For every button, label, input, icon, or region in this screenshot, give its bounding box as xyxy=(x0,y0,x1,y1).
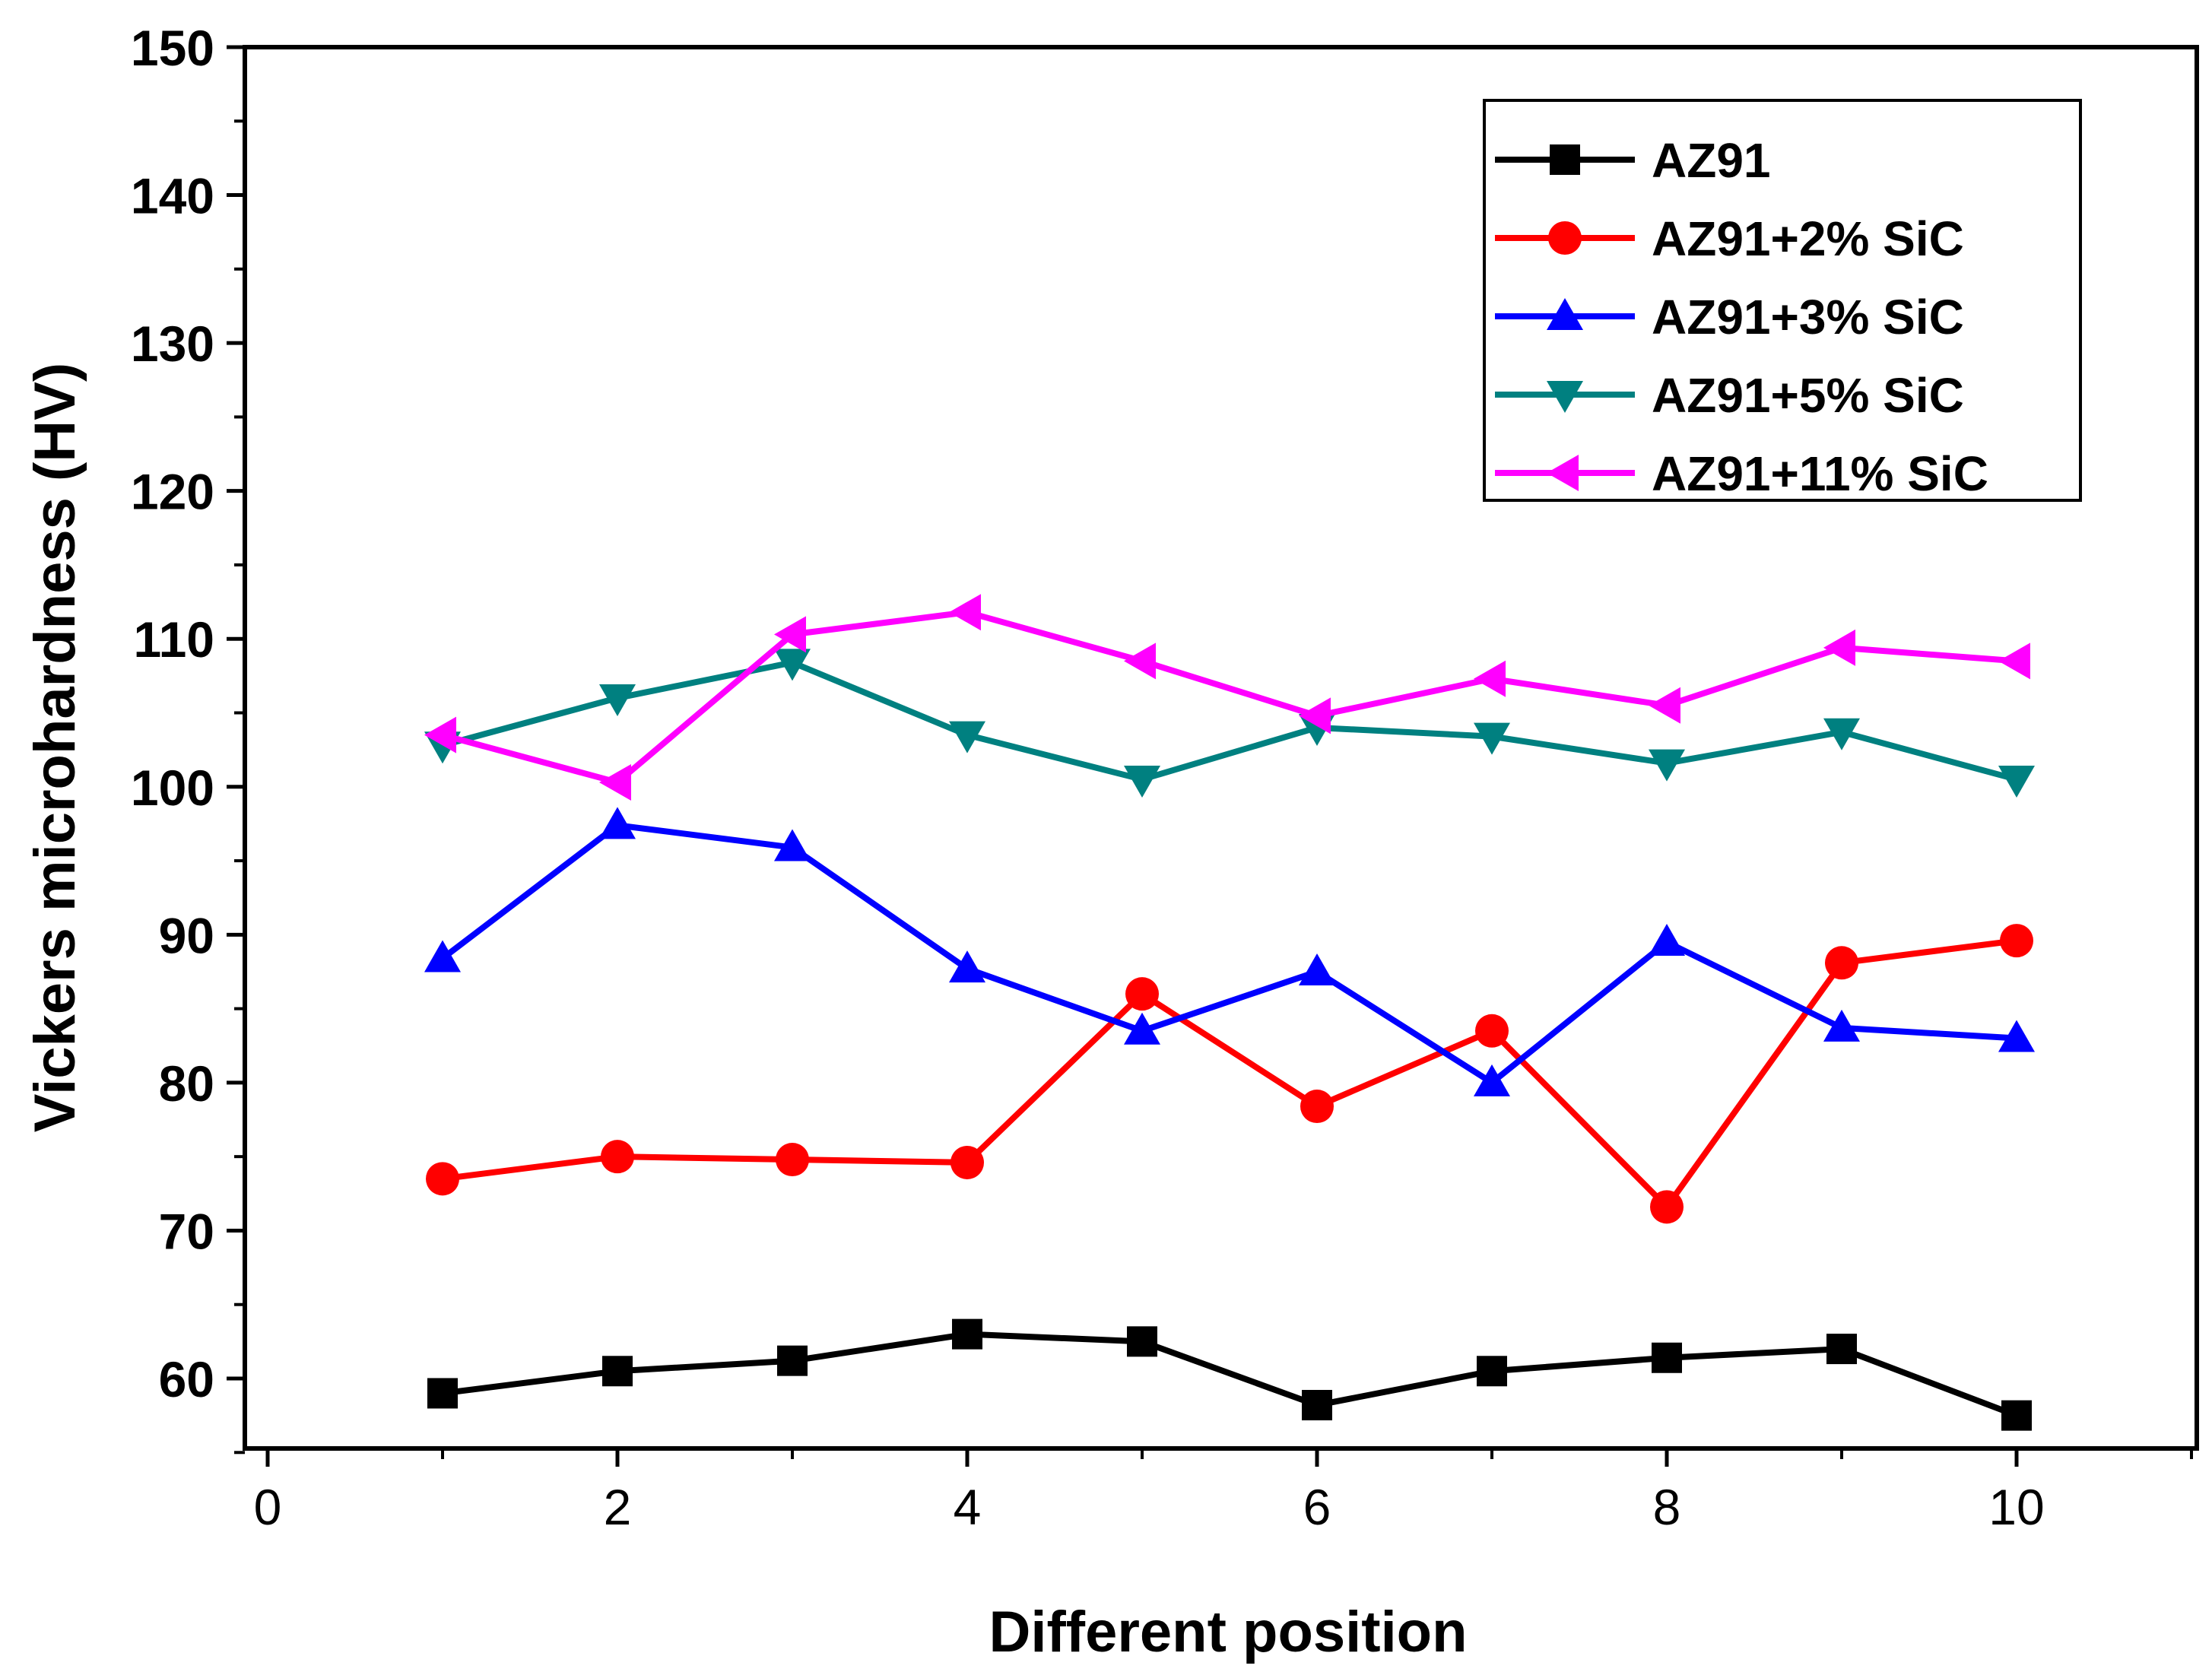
series-az91-11-sic xyxy=(424,594,2030,801)
data-point-az91 xyxy=(777,1345,808,1376)
data-point-az91 xyxy=(602,1356,633,1387)
data-point-az91-2-sic xyxy=(601,1140,634,1174)
y-tick-label: 60 xyxy=(159,1351,214,1407)
data-point-az91-3-sic xyxy=(1124,1012,1160,1045)
legend-item: AZ91+2% SiC xyxy=(1495,211,1964,266)
data-point-az91-5-sic xyxy=(774,649,811,681)
data-point-az91-5-sic xyxy=(949,721,985,754)
data-point-az91-5-sic xyxy=(599,684,636,717)
x-tick-label: 10 xyxy=(1988,1479,2044,1535)
data-point-az91-11-sic xyxy=(1474,660,1506,697)
y-tick-label: 130 xyxy=(131,316,214,372)
data-point-az91 xyxy=(1127,1326,1157,1357)
data-point-az91-2-sic xyxy=(1125,977,1159,1011)
series-az91-3-sic xyxy=(424,807,2035,1096)
data-point-az91-3-sic xyxy=(1998,1020,2035,1052)
data-point-az91 xyxy=(1477,1356,1507,1387)
x-tick-label: 2 xyxy=(604,1479,632,1535)
data-point-az91-3-sic xyxy=(424,940,461,972)
data-point-az91 xyxy=(427,1378,458,1409)
data-point-az91-11-sic xyxy=(599,763,631,801)
series-line-az91-3-sic xyxy=(440,822,2017,1086)
data-point-az91-11-sic xyxy=(424,716,456,754)
x-axis-label: Different position xyxy=(989,1600,1467,1664)
x-tick-label: 0 xyxy=(254,1479,282,1535)
data-point-az91-5-sic xyxy=(1649,749,1685,782)
legend-label: AZ91 xyxy=(1652,133,1771,188)
data-point-az91-3-sic xyxy=(599,807,636,839)
legend-marker xyxy=(1547,298,1583,330)
data-point-az91-2-sic xyxy=(1300,1090,1334,1124)
data-point-az91-2-sic xyxy=(1825,946,1858,980)
data-point-az91-3-sic xyxy=(949,950,985,983)
x-tick-label: 8 xyxy=(1653,1479,1681,1535)
data-point-az91-11-sic xyxy=(1649,687,1680,724)
legend-marker xyxy=(1550,144,1580,175)
legend-label: AZ91+5% SiC xyxy=(1652,368,1964,423)
legend-item: AZ91+3% SiC xyxy=(1495,290,1964,344)
data-point-az91 xyxy=(952,1318,982,1350)
series-layer xyxy=(424,594,2035,1431)
series-az91-2-sic xyxy=(426,924,2033,1224)
data-point-az91-2-sic xyxy=(1475,1014,1509,1048)
legend: AZ91 AZ91+2% SiC AZ91+3% SiC AZ91+5% SiC AZ9… xyxy=(1483,99,2082,502)
data-point-az91-11-sic xyxy=(1823,629,1855,666)
y-tick-label: 140 xyxy=(131,168,214,224)
data-point-az91-11-sic xyxy=(1124,642,1156,680)
series-line-az91-11-sic xyxy=(441,609,2017,785)
y-tick-label: 150 xyxy=(131,20,214,76)
data-point-az91-5-sic xyxy=(1998,766,2035,798)
series-line-az91 xyxy=(442,1331,2018,1419)
legend-label: AZ91+11% SiC xyxy=(1652,446,1988,501)
x-tick-label: 6 xyxy=(1303,1479,1331,1535)
data-point-az91 xyxy=(2001,1400,2032,1431)
y-tick-label: 120 xyxy=(131,464,214,520)
data-point-az91-2-sic xyxy=(2000,924,2033,958)
legend-box xyxy=(1483,99,2082,502)
legend-marker xyxy=(1547,455,1579,491)
data-point-az91-2-sic xyxy=(950,1145,984,1179)
legend-marker xyxy=(1548,221,1582,255)
data-point-az91-3-sic xyxy=(774,829,811,861)
data-point-az91-3-sic xyxy=(1823,1009,1860,1042)
y-tick-label: 90 xyxy=(159,907,214,963)
series-line-az91-2-sic xyxy=(442,938,2017,1210)
axes: 60 70 80 90 100 110 120 130 140 150 0 2 4 6 8 10 xyxy=(131,20,2193,1535)
data-point-az91-3-sic xyxy=(1474,1064,1510,1096)
data-point-az91-11-sic xyxy=(774,616,806,653)
data-point-az91-5-sic xyxy=(1823,718,1860,750)
series-line-az91-5-sic xyxy=(441,659,2018,783)
data-point-az91-3-sic xyxy=(1649,924,1685,957)
data-point-az91-2-sic xyxy=(426,1162,459,1196)
series-az91 xyxy=(427,1318,2032,1431)
data-point-az91-2-sic xyxy=(776,1143,809,1177)
legend-item: AZ91+11% SiC xyxy=(1495,446,1988,501)
data-point-az91-11-sic xyxy=(949,594,981,631)
data-point-az91-3-sic xyxy=(1299,953,1335,985)
legend-label: AZ91+3% SiC xyxy=(1652,290,1964,344)
y-tick-label: 100 xyxy=(131,760,214,816)
x-tick-label: 4 xyxy=(954,1479,982,1535)
data-point-az91-11-sic xyxy=(1299,697,1331,734)
data-point-az91-5-sic xyxy=(1124,766,1160,798)
data-point-az91-2-sic xyxy=(1650,1190,1684,1224)
y-tick-label: 70 xyxy=(159,1203,214,1259)
data-point-az91 xyxy=(1302,1390,1332,1421)
legend-item: AZ91 xyxy=(1495,133,1771,188)
y-axis-label: Vickers microhardness (HV) xyxy=(23,363,87,1132)
plot-frame xyxy=(243,45,2199,1451)
y-tick-label: 110 xyxy=(134,611,214,668)
y-tick-label: 80 xyxy=(159,1055,214,1112)
data-point-az91-11-sic xyxy=(1998,642,2030,680)
data-point-az91 xyxy=(1826,1334,1857,1365)
legend-item: AZ91+5% SiC xyxy=(1495,368,1964,423)
legend-marker xyxy=(1547,381,1583,413)
data-point-az91-5-sic xyxy=(1474,722,1510,755)
legend-label: AZ91+2% SiC xyxy=(1652,211,1964,266)
data-point-az91 xyxy=(1652,1342,1682,1373)
